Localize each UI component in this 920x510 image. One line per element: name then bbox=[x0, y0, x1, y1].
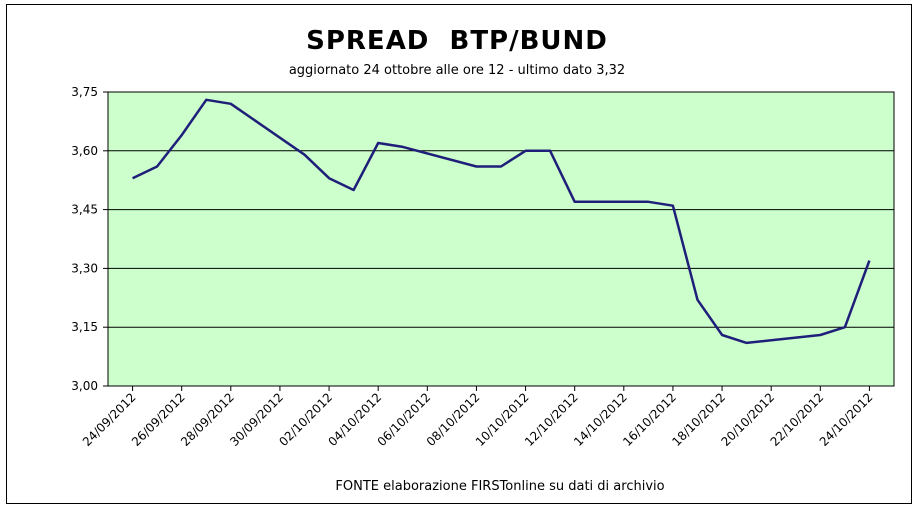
source-note: FONTE elaborazione FIRSTonline su dati d… bbox=[335, 479, 664, 494]
gridlines bbox=[108, 150, 894, 328]
y-tick-label: 3,45 bbox=[71, 203, 98, 217]
y-tick-label: 3,30 bbox=[71, 261, 98, 275]
plot-area bbox=[107, 91, 895, 387]
series-group bbox=[132, 98, 871, 345]
y-axis: 3,00 3,15 3,30 3,45 3,60 3,75 bbox=[71, 85, 108, 393]
chart-title: SPREAD BTP/BUND bbox=[306, 26, 608, 56]
chart-subtitle: aggiornato 24 ottobre alle ore 12 - ulti… bbox=[289, 63, 625, 78]
y-tick-label: 3,75 bbox=[71, 85, 98, 99]
series-line bbox=[132, 98, 871, 345]
y-tick-label: 3,00 bbox=[71, 379, 98, 393]
y-tick-label: 3,15 bbox=[71, 320, 98, 334]
x-axis: 24/09/201226/09/201228/09/201230/09/2012… bbox=[80, 386, 876, 449]
y-tick-label: 3,60 bbox=[71, 144, 98, 158]
x-tick-label: 24/10/2012 bbox=[817, 390, 876, 449]
